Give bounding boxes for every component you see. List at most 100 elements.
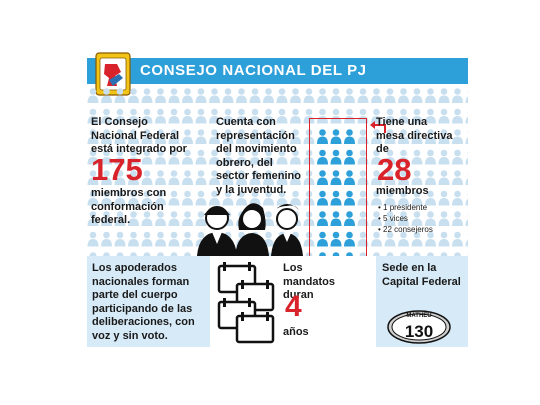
person-icon (249, 108, 261, 124)
person-icon (357, 129, 369, 144)
person-icon (195, 211, 207, 226)
person-icon (222, 129, 234, 144)
person-icon (384, 149, 396, 165)
person-icon (249, 170, 261, 185)
bottom2-unit: años (283, 326, 309, 338)
person-icon (209, 108, 220, 124)
person-icon (168, 149, 180, 165)
infographic-card: CONSEJO NACIONAL DEL PJ (87, 52, 468, 347)
person-icon (371, 129, 382, 144)
person-icon (182, 108, 193, 124)
person-icon (87, 149, 99, 165)
person-icon (195, 88, 207, 103)
person-icon (141, 129, 153, 144)
person-icon (101, 231, 112, 247)
person-icon (317, 190, 328, 206)
person-icon (398, 88, 409, 103)
person-icon (114, 129, 126, 144)
person-icon (425, 211, 436, 226)
person-icon (330, 211, 342, 226)
person-icon (371, 149, 382, 165)
person-icon (195, 149, 207, 165)
person-icon (155, 190, 166, 206)
person-icon (128, 231, 139, 247)
col3-text: Tiene una mesa directiva de (376, 116, 453, 155)
address-plaque-icon: MATHEU 130 (387, 310, 451, 344)
person-icon (386, 252, 394, 256)
person-icon (182, 88, 193, 103)
person-icon (371, 231, 382, 247)
person-icon (155, 129, 166, 144)
person-icon (440, 252, 448, 256)
person-icon (236, 88, 247, 103)
person-icon (263, 108, 274, 124)
person-icon (398, 170, 409, 185)
person-icon (346, 252, 353, 256)
person-icon (143, 252, 151, 256)
person-icon (87, 88, 99, 103)
person-icon (344, 211, 355, 226)
person-icon (452, 129, 463, 144)
people-area: El Consejo Nacional Federal está integra… (87, 84, 468, 256)
page-title: CONSEJO NACIONAL DEL PJ (140, 62, 367, 79)
person-icon (384, 231, 396, 247)
person-icon (438, 211, 450, 226)
person-icon (249, 88, 261, 103)
person-icon (182, 231, 193, 247)
person-icon (357, 211, 369, 226)
person-icon (222, 108, 234, 124)
person-icon (263, 190, 274, 206)
person-icon (330, 129, 342, 144)
person-icon (249, 129, 261, 144)
person-icon (114, 108, 126, 124)
person-icon (438, 88, 450, 103)
person-icon (411, 211, 423, 226)
person-icon (465, 151, 468, 165)
person-icon (276, 108, 288, 124)
person-icon (168, 190, 180, 206)
person-icon (141, 170, 153, 185)
person-icon (168, 88, 180, 103)
person-icon (276, 88, 288, 103)
person-icon (236, 108, 247, 124)
person-icon (452, 108, 463, 124)
person-icon (411, 149, 423, 165)
person-icon (290, 129, 301, 144)
person-icon (330, 108, 342, 124)
person-icon (236, 129, 247, 144)
person-icon (330, 170, 342, 185)
bottom3-text: Sede en la Capital Federal (382, 262, 461, 288)
badge-number-text: 130 (405, 322, 433, 341)
person-icon (357, 190, 369, 206)
sede-panel: Sede en la Capital Federal MATHEU 130 (376, 256, 468, 347)
person-icon (400, 252, 407, 256)
person-icon (411, 231, 423, 247)
person-icon (290, 88, 301, 103)
person-icon (89, 252, 97, 256)
person-icon (357, 170, 369, 185)
person-icon (452, 149, 463, 165)
calendar-icon (217, 262, 275, 344)
col3-text2: miembros (376, 185, 429, 197)
person-icon (155, 88, 166, 103)
person-icon (373, 252, 380, 256)
person-icon (168, 129, 180, 144)
person-icon (465, 90, 468, 103)
person-icon (276, 190, 288, 206)
person-icon (87, 108, 99, 124)
person-icon (128, 190, 139, 206)
people-pattern (87, 88, 468, 256)
person-icon (155, 108, 166, 124)
person-icon (359, 252, 367, 256)
person-icon (141, 88, 153, 103)
person-icon (438, 149, 450, 165)
person-icon (465, 172, 468, 185)
person-icon (168, 170, 180, 185)
badge-street-text: MATHEU (406, 313, 431, 319)
person-icon (398, 211, 409, 226)
person-icon (371, 211, 382, 226)
person-icon (454, 252, 461, 256)
person-icon (330, 190, 342, 206)
col3-number: 28 (377, 152, 412, 187)
person-icon (371, 190, 382, 206)
